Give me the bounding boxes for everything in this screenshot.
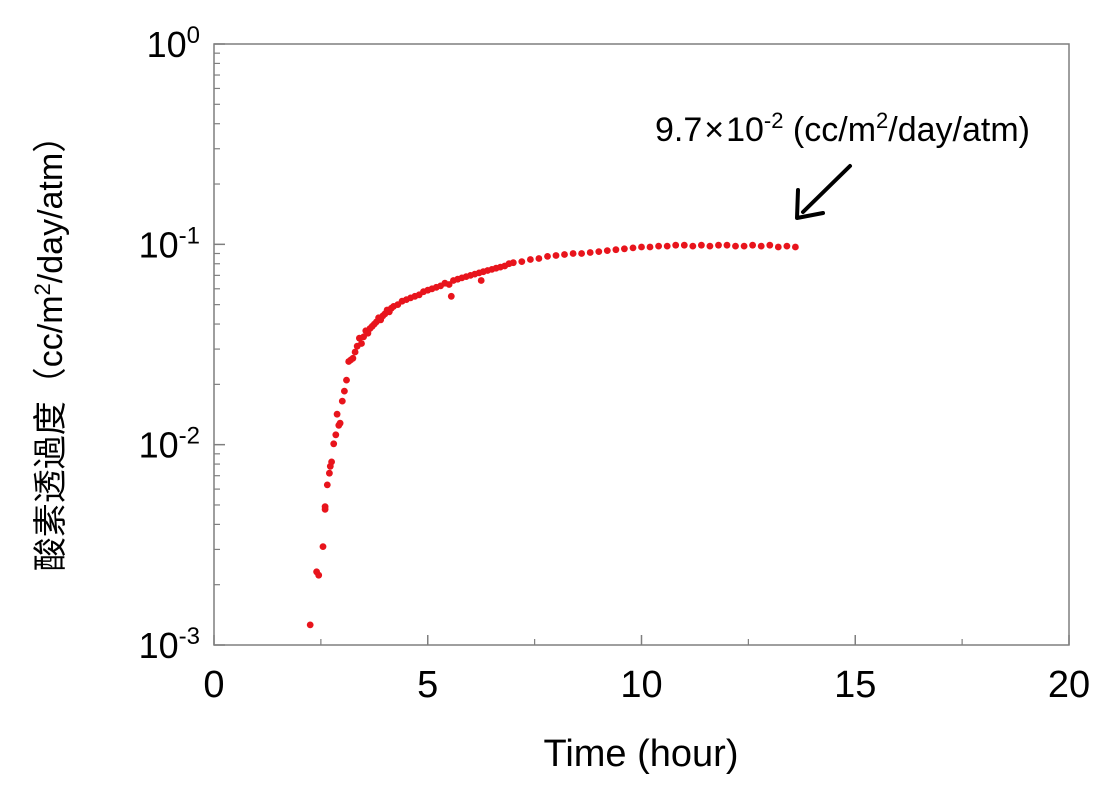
y-tick-label: 10-3 <box>139 623 200 666</box>
x-tick-label: 15 <box>834 664 876 706</box>
y-tick-label: 10-2 <box>139 423 200 466</box>
annotation-unit-sup: 2 <box>876 108 888 133</box>
data-point <box>689 242 697 250</box>
data-point <box>766 241 774 249</box>
data-point <box>774 243 782 251</box>
data-point <box>792 243 799 251</box>
major-ticks <box>213 43 1070 646</box>
data-point <box>328 458 335 466</box>
data-point <box>330 440 338 448</box>
annotation-times: × <box>704 111 724 149</box>
x-tick-label: 10 <box>620 664 662 706</box>
annotation-arrow <box>795 164 852 220</box>
data-point <box>336 419 344 427</box>
y-tick-label-exponent: 0 <box>187 22 200 49</box>
data-point <box>552 252 560 259</box>
data-point <box>629 244 637 252</box>
data-point <box>326 469 333 477</box>
data-point <box>749 241 756 249</box>
data-point <box>732 242 739 250</box>
data-point <box>338 397 346 405</box>
y-axis-label-main: 酸素透過度 <box>32 401 70 571</box>
minor-ticks <box>214 52 963 645</box>
data-point <box>332 431 340 439</box>
y-axis-label-units-sup: 2 <box>30 283 55 295</box>
data-point <box>723 241 731 249</box>
data-point <box>578 250 585 257</box>
data-point <box>586 249 594 256</box>
data-point <box>612 246 620 254</box>
x-tick-label: 20 <box>1048 664 1090 706</box>
data-point <box>527 256 534 263</box>
data-point <box>621 245 628 253</box>
annotation-text: 9.7×10-2 (cc/m2/day/atm) <box>655 108 1030 149</box>
y-tick-label: 10-1 <box>139 222 200 265</box>
data-point <box>343 376 350 384</box>
data-point <box>663 242 671 250</box>
data-point <box>351 348 359 356</box>
data-points <box>306 241 799 629</box>
data-point <box>646 243 654 251</box>
data-point <box>680 241 688 249</box>
data-point <box>358 340 365 347</box>
annotation-unit-b: /day/atm) <box>888 111 1030 149</box>
data-point <box>603 247 611 255</box>
data-point <box>715 241 722 249</box>
data-point <box>321 503 329 511</box>
data-point <box>447 292 455 300</box>
y-tick-label-exponent: -1 <box>179 222 200 249</box>
y-axis-label-units: （cc/m <box>32 295 70 401</box>
data-point <box>445 281 453 288</box>
data-point <box>315 571 323 579</box>
data-point <box>672 241 680 249</box>
annotation-value: 9.7 <box>655 111 702 149</box>
annotation-ten: 10 <box>726 111 764 149</box>
y-axis-label: 酸素透過度（cc/m2/day/atm） <box>30 119 70 571</box>
data-point <box>740 242 748 250</box>
data-point <box>306 621 314 629</box>
annotation-unit-a: (cc/m <box>783 111 876 149</box>
data-point <box>518 258 526 265</box>
data-point <box>544 253 551 260</box>
data-point <box>323 481 331 489</box>
y-tick-label: 100 <box>147 22 200 65</box>
data-point <box>655 242 662 250</box>
y-tick-label-base: 10 <box>139 425 179 466</box>
data-point <box>535 255 543 262</box>
x-tick-label: 5 <box>417 664 438 706</box>
y-tick-label-base: 10 <box>147 24 187 65</box>
data-point <box>595 248 603 256</box>
y-tick-label-exponent: -3 <box>179 623 200 650</box>
x-tick-labels: 0 5 10 15 20 <box>203 664 1090 706</box>
data-point <box>333 410 341 418</box>
y-tick-label-base: 10 <box>139 224 179 265</box>
y-tick-label-exponent: -2 <box>179 423 200 450</box>
x-axis-label: Time (hour) <box>544 733 739 775</box>
data-point <box>561 251 568 258</box>
x-tick-label: 0 <box>203 664 224 706</box>
data-point <box>349 354 357 362</box>
data-point <box>319 543 327 550</box>
data-point <box>698 241 705 249</box>
annotation-exp: -2 <box>764 108 784 133</box>
data-point <box>706 242 714 250</box>
data-point <box>757 242 765 250</box>
data-point <box>341 387 348 395</box>
data-point <box>638 243 645 251</box>
data-point <box>477 277 485 284</box>
data-point <box>509 259 517 267</box>
data-point <box>569 250 577 257</box>
data-point <box>783 242 791 250</box>
y-tick-label-base: 10 <box>139 625 179 666</box>
y-axis-label-units-tail: /day/atm） <box>32 119 70 283</box>
